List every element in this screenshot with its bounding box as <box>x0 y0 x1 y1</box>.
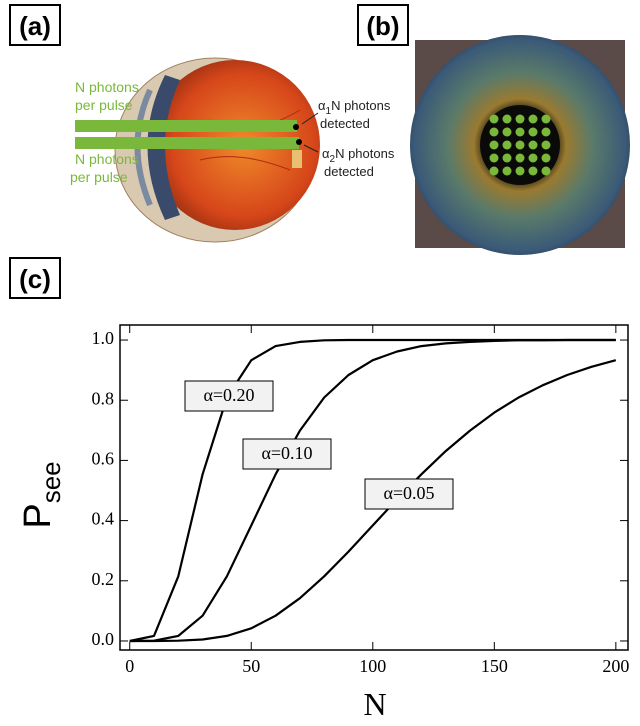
light-spot <box>529 128 538 137</box>
light-spot <box>503 115 512 124</box>
text: N photons <box>335 146 395 161</box>
light-spot <box>503 128 512 137</box>
y-tick-label: 0.6 <box>92 449 115 469</box>
x-tick-label: 0 <box>125 656 134 676</box>
x-tick-label: 200 <box>602 656 629 676</box>
y-label-sub: see <box>36 461 66 503</box>
eye-illustration <box>115 58 320 242</box>
light-spot <box>516 167 525 176</box>
light-spot <box>490 154 499 163</box>
light-spot <box>490 167 499 176</box>
light-spot <box>529 141 538 150</box>
beam-label: per pulse <box>70 169 128 185</box>
y-tick-label: 0.0 <box>92 629 115 649</box>
x-axis-label: N <box>363 686 386 722</box>
light-spot <box>490 115 499 124</box>
text: N photons <box>331 98 391 113</box>
light-spot <box>503 167 512 176</box>
detection-point <box>296 139 302 145</box>
light-spot <box>516 154 525 163</box>
light-spot <box>503 141 512 150</box>
y-tick-label: 0.2 <box>92 569 115 589</box>
light-spot <box>490 141 499 150</box>
panel-label: (b) <box>366 11 399 41</box>
series-label: α=0.05 <box>383 483 434 503</box>
x-tick-label: 50 <box>242 656 260 676</box>
x-tick-label: 100 <box>359 656 386 676</box>
light-spot <box>542 141 551 150</box>
light-spot <box>529 154 538 163</box>
panel-label: (c) <box>19 264 51 294</box>
y-axis-label: Psee <box>17 461 66 528</box>
y-label: P <box>17 503 59 528</box>
y-tick-label: 0.4 <box>92 509 115 529</box>
detection-point <box>293 124 299 130</box>
beam-label: N photons <box>75 151 139 167</box>
light-spot <box>542 115 551 124</box>
beam-label: N photons <box>75 79 139 95</box>
y-tick-label: 0.8 <box>92 388 115 408</box>
light-spot <box>516 141 525 150</box>
light-spot <box>542 128 551 137</box>
light-spot <box>516 115 525 124</box>
light-spot <box>503 154 512 163</box>
y-tick-label: 1.0 <box>92 328 115 348</box>
light-spot <box>529 115 538 124</box>
beam-label: per pulse <box>75 97 133 113</box>
detect-label: detected <box>320 116 370 131</box>
light-spot <box>542 154 551 163</box>
light-spot <box>542 167 551 176</box>
detect-label: detected <box>324 164 374 179</box>
light-spot <box>516 128 525 137</box>
detect-label: α2N photons <box>322 146 395 165</box>
figure: (a) N photons per pulse N photons per pu… <box>0 0 640 726</box>
eye-photo <box>410 35 630 255</box>
detect-label: α1N photons <box>318 98 391 117</box>
x-tick-label: 150 <box>481 656 508 676</box>
beam <box>75 120 297 132</box>
panel-label: (a) <box>19 11 51 41</box>
light-spot <box>529 167 538 176</box>
light-spot <box>490 128 499 137</box>
series-label: α=0.10 <box>261 443 312 463</box>
series-label: α=0.20 <box>203 385 254 405</box>
beam <box>75 137 299 149</box>
